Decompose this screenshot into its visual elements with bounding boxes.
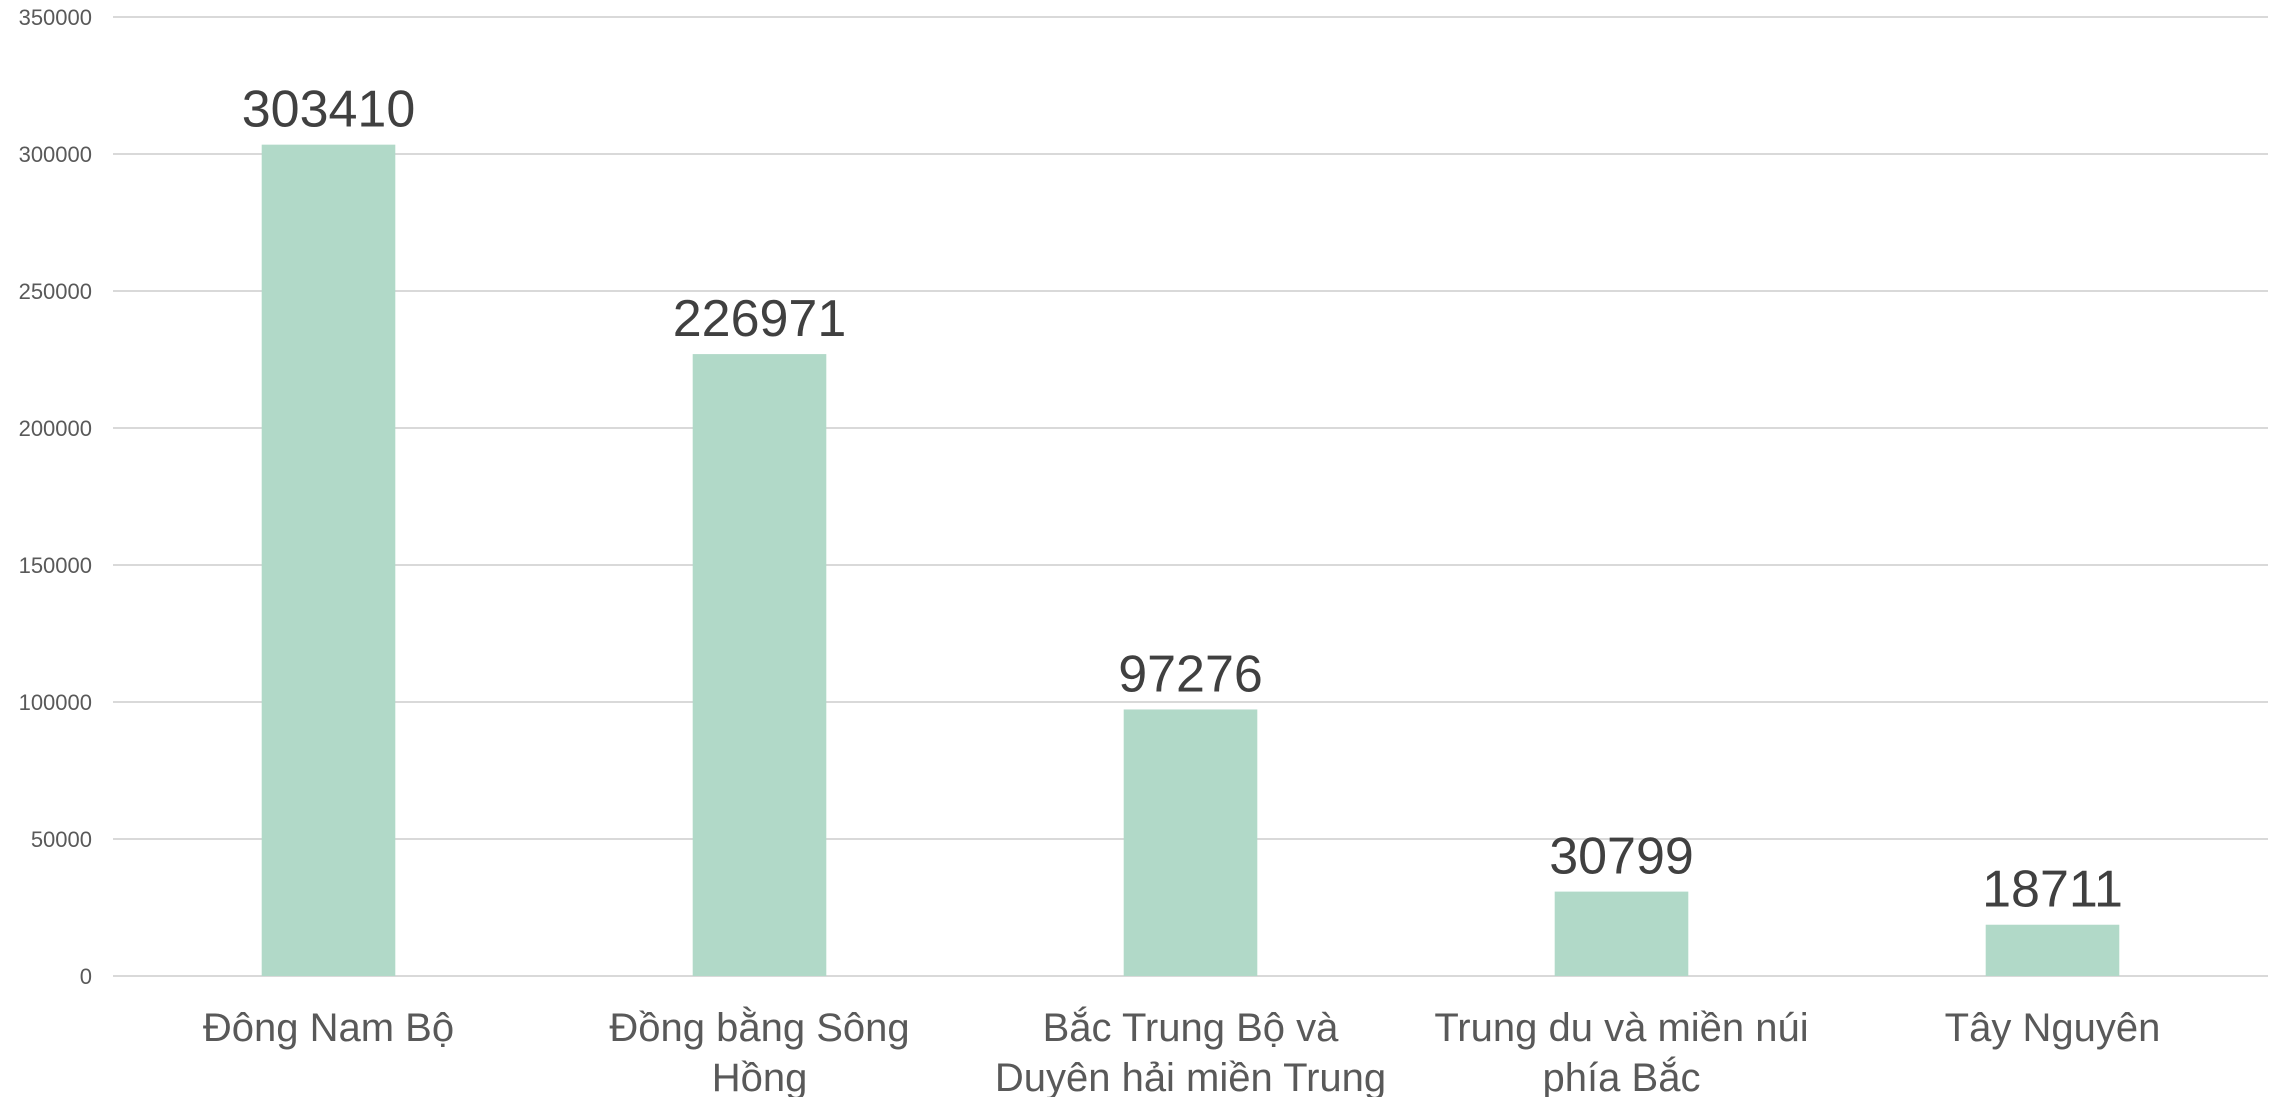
gridlines [113, 16, 2268, 977]
y-axis-tick-labels: 0 50000 100000 150000 200000 250000 300000 3500… [19, 5, 92, 989]
y-tick-label: 250000 [19, 279, 92, 304]
x-category-label: Tây Nguyên [1945, 1006, 2161, 1050]
x-category-label: Đồng bằng Sông Hồng [609, 1005, 909, 1097]
y-tick-label: 150000 [19, 553, 92, 578]
x-category-label-line: Duyên hải miền Trung [995, 1056, 1386, 1097]
x-category-label: Bắc Trung Bộ và Duyên hải miền Trung [995, 1005, 1386, 1097]
y-tick-label: 350000 [19, 5, 92, 30]
x-category-label: Trung du và miền núi phía Bắc [1434, 1006, 1808, 1097]
data-label: 97276 [1118, 645, 1263, 703]
data-label: 18711 [1982, 861, 2123, 919]
x-category-label-line: Đồng bằng Sông [609, 1005, 909, 1050]
x-category-label-line: Hồng [712, 1056, 808, 1097]
data-labels: 303410 226971 97276 30799 18711 [242, 81, 2123, 919]
bar [1123, 709, 1258, 976]
x-category-label-line: Trung du và miền núi [1434, 1006, 1808, 1050]
x-category-label-line: Tây Nguyên [1945, 1006, 2161, 1050]
x-category-label: Đông Nam Bộ [203, 1006, 454, 1050]
y-tick-label: 300000 [19, 142, 92, 167]
bar [261, 144, 396, 976]
data-label: 303410 [242, 81, 416, 139]
data-label: 30799 [1549, 828, 1694, 886]
bars [261, 144, 2120, 976]
x-category-label-line: Đông Nam Bộ [203, 1006, 454, 1050]
x-category-label-line: Bắc Trung Bộ và [1043, 1005, 1339, 1050]
y-tick-label: 50000 [31, 827, 92, 852]
y-tick-label: 100000 [19, 690, 92, 715]
bar [692, 354, 827, 976]
data-label: 226971 [673, 290, 847, 348]
x-axis-category-labels: Đông Nam Bộ Đồng bằng Sông Hồng Bắc Trung B… [203, 1005, 2161, 1100]
bar [1985, 924, 2120, 976]
y-tick-label: 0 [80, 964, 92, 989]
y-tick-label: 200000 [19, 416, 92, 441]
bar [1554, 891, 1689, 976]
x-category-label-line: phía Bắc [1543, 1055, 1701, 1097]
